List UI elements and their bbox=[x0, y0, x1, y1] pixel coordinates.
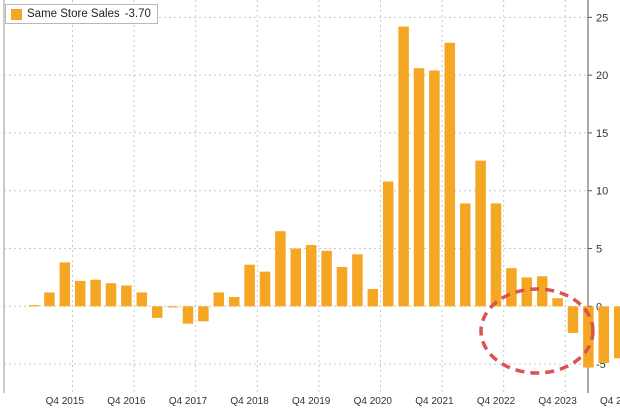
bar bbox=[182, 306, 194, 324]
bar bbox=[259, 271, 271, 307]
bar bbox=[105, 283, 117, 307]
bar bbox=[321, 250, 332, 307]
bar bbox=[398, 26, 409, 307]
x-tick-label: Q4 2015 bbox=[46, 396, 85, 407]
bar bbox=[382, 181, 394, 307]
x-tick-label: Q4 2016 bbox=[107, 396, 146, 407]
bar bbox=[90, 279, 101, 307]
highlight-ellipse bbox=[479, 287, 595, 375]
y-tick-label: 5 bbox=[596, 244, 602, 256]
bar bbox=[275, 231, 286, 307]
bar bbox=[613, 306, 620, 359]
bar bbox=[521, 277, 533, 307]
bar bbox=[28, 305, 40, 307]
x-tick-label: Q4 2023 bbox=[538, 396, 577, 407]
bar bbox=[136, 292, 148, 307]
x-tick-label: Q4 2021 bbox=[415, 396, 454, 407]
bar bbox=[121, 285, 132, 307]
bar bbox=[74, 280, 86, 307]
bar bbox=[352, 254, 363, 307]
bar bbox=[44, 292, 55, 307]
y-tick-label: 10 bbox=[596, 186, 608, 198]
bar bbox=[459, 203, 471, 307]
y-tick-label: 20 bbox=[596, 70, 608, 82]
bar bbox=[413, 68, 425, 307]
bar bbox=[244, 264, 255, 307]
bar bbox=[59, 262, 71, 307]
bar bbox=[336, 267, 348, 307]
bar bbox=[552, 298, 563, 307]
bar bbox=[198, 306, 209, 322]
legend: Same Store Sales -3.70 bbox=[5, 4, 158, 24]
bar bbox=[475, 160, 486, 307]
x-tick-label: Q4 2022 bbox=[477, 396, 516, 407]
x-tick-label: Q4 2019 bbox=[292, 396, 331, 407]
bar bbox=[444, 42, 456, 307]
bar bbox=[429, 70, 440, 307]
x-tick-label: Q4 2020 bbox=[354, 396, 393, 407]
bar bbox=[228, 297, 240, 307]
bar bbox=[213, 292, 225, 307]
bar bbox=[167, 306, 178, 308]
bar bbox=[567, 306, 579, 333]
bar bbox=[290, 248, 302, 307]
x-tick-label: Q4 2018 bbox=[230, 396, 269, 407]
y-tick-label: -5 bbox=[596, 359, 606, 371]
bar bbox=[151, 306, 163, 318]
y-tick-label: 25 bbox=[596, 12, 608, 24]
legend-last-value: -3.70 bbox=[124, 8, 151, 20]
x-tick-label: Q4 2024 bbox=[600, 396, 620, 407]
bar bbox=[305, 245, 317, 307]
bar bbox=[536, 276, 548, 307]
bar bbox=[490, 203, 502, 307]
x-tick-label: Q4 2017 bbox=[169, 396, 208, 407]
legend-series-name: Same Store Sales bbox=[27, 8, 120, 20]
y-tick-label: 15 bbox=[596, 128, 608, 140]
legend-swatch bbox=[11, 8, 22, 20]
bar bbox=[583, 306, 594, 368]
bar bbox=[367, 288, 379, 307]
bar bbox=[598, 306, 610, 363]
bar bbox=[506, 268, 517, 307]
